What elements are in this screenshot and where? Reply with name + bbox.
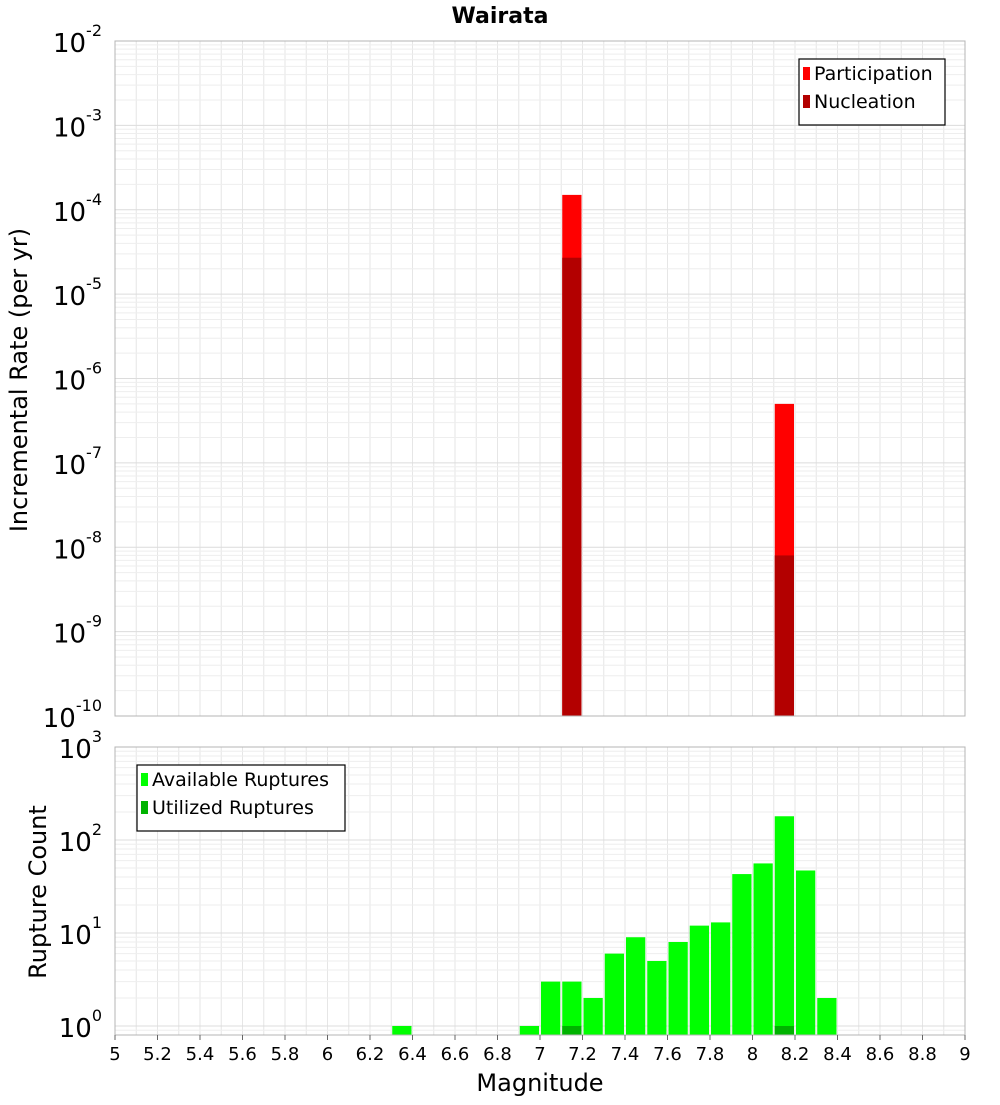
available-ruptures-bar bbox=[689, 925, 709, 1035]
x-ticks: 5 5.2 5.4 5.6 5.8 6 6.2 6.4 6.6 6.8 7 7.2 7.4 7.6 7.8 8… bbox=[109, 1035, 971, 1065]
available-ruptures-bar bbox=[541, 981, 561, 1035]
participation-legend-swatch bbox=[803, 67, 810, 80]
y-tick-label: 10-2 bbox=[53, 21, 102, 59]
y-ticks-panel-2: 100 101 102 103 bbox=[59, 727, 102, 1044]
x-tick-label: 6 bbox=[322, 1044, 333, 1065]
available-ruptures-bar bbox=[668, 942, 688, 1035]
x-tick-label: 8.6 bbox=[866, 1044, 895, 1065]
y-ticks-panel-1: 10-10 10-9 10-8 10-7 10-6 10-5 10-4 10-3 10-2 bbox=[43, 21, 102, 734]
x-tick-label: 6.4 bbox=[398, 1044, 427, 1065]
x-tick-label: 5.8 bbox=[271, 1044, 300, 1065]
nucleation-bar bbox=[562, 257, 582, 716]
x-axis-label: Magnitude bbox=[476, 1069, 603, 1097]
available-ruptures-bar bbox=[753, 863, 773, 1035]
legend-panel-1: Participation Nucleation bbox=[798, 58, 946, 126]
available-ruptures-bar bbox=[711, 922, 731, 1035]
x-tick-label: 7.6 bbox=[653, 1044, 682, 1065]
y-tick-label: 10-7 bbox=[53, 443, 102, 481]
y-tick-label: 10-8 bbox=[53, 527, 102, 565]
x-tick-label: 9 bbox=[959, 1044, 970, 1065]
legend-box bbox=[798, 58, 946, 126]
x-tick-label: 7.8 bbox=[696, 1044, 725, 1065]
y-tick-label: 103 bbox=[59, 727, 102, 765]
y-tick-label: 10-9 bbox=[53, 612, 102, 650]
utilized-ruptures-legend-swatch bbox=[141, 801, 148, 814]
y-tick-label: 10-3 bbox=[53, 105, 102, 143]
available-ruptures-bar bbox=[604, 953, 624, 1035]
x-tick-label: 5 bbox=[109, 1044, 120, 1065]
chart-title: Wairata bbox=[452, 4, 549, 29]
y-tick-label: 10-10 bbox=[43, 696, 102, 734]
available-ruptures-bar bbox=[626, 937, 646, 1035]
x-tick-label: 8.4 bbox=[823, 1044, 852, 1065]
x-tick-label: 8.8 bbox=[908, 1044, 937, 1065]
available-ruptures-bar bbox=[796, 870, 816, 1035]
plot-frame-1 bbox=[114, 40, 966, 717]
available-ruptures-legend-swatch bbox=[141, 773, 148, 786]
y-tick-label: 101 bbox=[59, 913, 102, 951]
top-y-axis-label: Incremental Rate (per yr) bbox=[5, 228, 33, 532]
x-tick-label: 8.2 bbox=[781, 1044, 810, 1065]
available-ruptures-bar bbox=[732, 874, 752, 1035]
available-ruptures-bar bbox=[519, 1025, 539, 1035]
x-tick-label: 5.2 bbox=[143, 1044, 172, 1065]
bottom-y-axis-label: Rupture Count bbox=[24, 805, 52, 979]
x-tick-label: 6.8 bbox=[483, 1044, 512, 1065]
x-tick-label: 8 bbox=[747, 1044, 758, 1065]
legend-panel-2: Available Ruptures Utilized Ruptures bbox=[136, 764, 346, 832]
available-ruptures-legend-label: Available Ruptures bbox=[152, 769, 329, 791]
nucleation-legend-label: Nucleation bbox=[814, 91, 916, 113]
available-ruptures-bar bbox=[392, 1025, 412, 1035]
x-tick-label: 6.2 bbox=[356, 1044, 385, 1065]
utilized-ruptures-bar bbox=[774, 1025, 794, 1035]
x-tick-label: 6.6 bbox=[441, 1044, 470, 1065]
y-tick-label: 102 bbox=[59, 820, 102, 858]
y-tick-label: 10-5 bbox=[53, 274, 102, 312]
grid-panel-1 bbox=[114, 40, 966, 717]
available-ruptures-bar bbox=[647, 960, 667, 1035]
y-tick-label: 100 bbox=[59, 1006, 102, 1044]
y-tick-label: 10-4 bbox=[53, 190, 102, 228]
nucleation-bar bbox=[774, 555, 794, 716]
x-tick-label: 7 bbox=[534, 1044, 545, 1065]
available-ruptures-bar bbox=[562, 981, 582, 1035]
x-tick-label: 7.2 bbox=[568, 1044, 597, 1065]
available-ruptures-bar bbox=[583, 997, 603, 1035]
available-ruptures-bar bbox=[817, 997, 837, 1035]
nucleation-legend-swatch bbox=[803, 95, 810, 108]
y-tick-label: 10-6 bbox=[53, 359, 102, 397]
participation-legend-label: Participation bbox=[814, 63, 933, 85]
x-tick-label: 7.4 bbox=[611, 1044, 640, 1065]
x-tick-label: 5.4 bbox=[186, 1044, 215, 1065]
bars-panel-2 bbox=[392, 816, 837, 1035]
bars-panel-1 bbox=[562, 194, 794, 716]
x-tick-label: 5.6 bbox=[228, 1044, 257, 1065]
available-ruptures-bar bbox=[774, 816, 794, 1035]
legend-box bbox=[136, 764, 346, 832]
utilized-ruptures-legend-label: Utilized Ruptures bbox=[152, 797, 314, 819]
utilized-ruptures-bar bbox=[562, 1025, 582, 1035]
